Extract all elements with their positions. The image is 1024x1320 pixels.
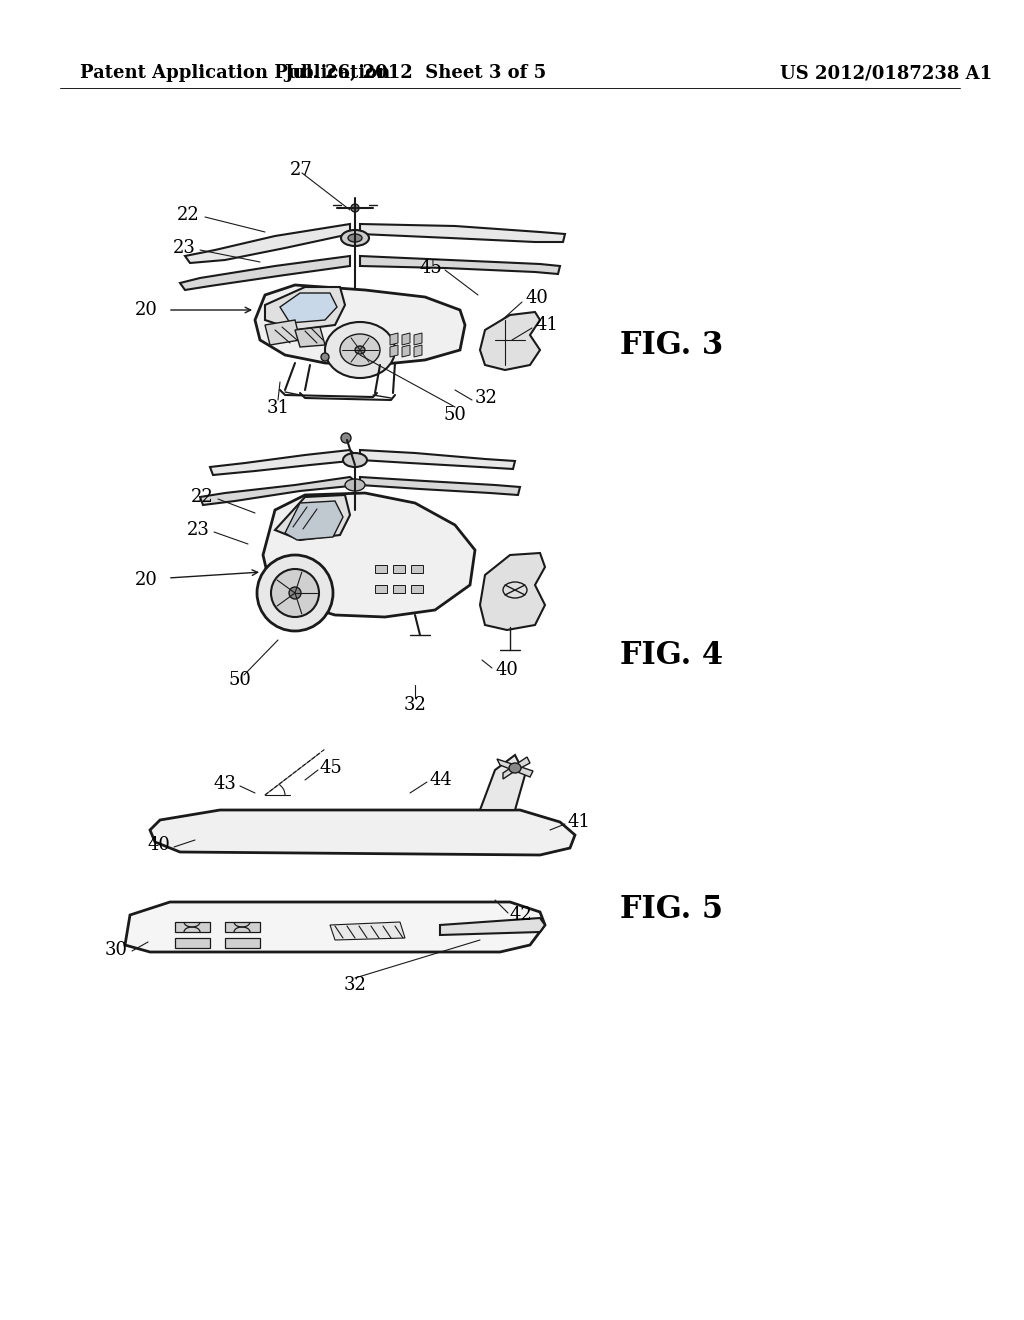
Polygon shape bbox=[180, 256, 350, 290]
Text: 32: 32 bbox=[403, 696, 426, 714]
Polygon shape bbox=[440, 917, 545, 935]
Polygon shape bbox=[411, 565, 423, 573]
Polygon shape bbox=[503, 756, 530, 779]
Polygon shape bbox=[150, 810, 575, 855]
Polygon shape bbox=[330, 921, 406, 940]
Polygon shape bbox=[414, 333, 422, 345]
Ellipse shape bbox=[348, 234, 362, 242]
Polygon shape bbox=[265, 286, 345, 330]
Text: US 2012/0187238 A1: US 2012/0187238 A1 bbox=[780, 63, 992, 82]
Text: 20: 20 bbox=[135, 301, 158, 319]
Polygon shape bbox=[125, 902, 545, 952]
Text: FIG. 4: FIG. 4 bbox=[620, 639, 723, 671]
Polygon shape bbox=[285, 502, 343, 540]
Polygon shape bbox=[414, 345, 422, 356]
Polygon shape bbox=[360, 256, 560, 275]
Ellipse shape bbox=[289, 587, 301, 599]
Ellipse shape bbox=[355, 346, 365, 354]
Text: 44: 44 bbox=[430, 771, 453, 789]
Text: 32: 32 bbox=[344, 975, 367, 994]
Polygon shape bbox=[263, 492, 475, 616]
Text: 23: 23 bbox=[187, 521, 210, 539]
Polygon shape bbox=[390, 345, 398, 356]
Text: 23: 23 bbox=[173, 239, 196, 257]
Text: 42: 42 bbox=[510, 906, 532, 924]
Polygon shape bbox=[265, 319, 300, 345]
Polygon shape bbox=[360, 477, 520, 495]
Text: 45: 45 bbox=[319, 759, 343, 777]
Ellipse shape bbox=[271, 569, 319, 616]
Text: 50: 50 bbox=[228, 671, 252, 689]
Ellipse shape bbox=[340, 334, 380, 366]
Polygon shape bbox=[375, 585, 387, 593]
Ellipse shape bbox=[345, 479, 365, 491]
Polygon shape bbox=[375, 565, 387, 573]
Text: 40: 40 bbox=[147, 836, 170, 854]
Text: FIG. 3: FIG. 3 bbox=[620, 330, 723, 360]
Polygon shape bbox=[200, 477, 360, 506]
Polygon shape bbox=[185, 224, 350, 263]
Text: 40: 40 bbox=[495, 661, 518, 678]
Polygon shape bbox=[210, 450, 360, 475]
Ellipse shape bbox=[351, 205, 359, 213]
Text: 20: 20 bbox=[135, 572, 158, 589]
Polygon shape bbox=[402, 345, 410, 356]
Ellipse shape bbox=[257, 554, 333, 631]
Polygon shape bbox=[402, 333, 410, 345]
Text: Jul. 26, 2012  Sheet 3 of 5: Jul. 26, 2012 Sheet 3 of 5 bbox=[284, 63, 546, 82]
Polygon shape bbox=[295, 327, 325, 347]
Polygon shape bbox=[175, 921, 210, 932]
Polygon shape bbox=[280, 293, 337, 323]
Ellipse shape bbox=[341, 433, 351, 444]
Text: 41: 41 bbox=[568, 813, 591, 832]
Text: FIG. 5: FIG. 5 bbox=[620, 895, 723, 925]
Polygon shape bbox=[225, 921, 260, 932]
Ellipse shape bbox=[509, 763, 521, 774]
Polygon shape bbox=[255, 285, 465, 366]
Text: 22: 22 bbox=[177, 206, 200, 224]
Polygon shape bbox=[275, 495, 350, 540]
Polygon shape bbox=[390, 333, 398, 345]
Polygon shape bbox=[360, 224, 565, 242]
Text: 32: 32 bbox=[475, 389, 498, 407]
Text: 41: 41 bbox=[535, 315, 558, 334]
Text: 30: 30 bbox=[105, 941, 128, 960]
Text: 40: 40 bbox=[525, 289, 548, 308]
Polygon shape bbox=[175, 939, 210, 948]
Polygon shape bbox=[225, 939, 260, 948]
Text: 45: 45 bbox=[419, 259, 442, 277]
Text: 50: 50 bbox=[443, 407, 467, 424]
Polygon shape bbox=[497, 759, 534, 777]
Text: 43: 43 bbox=[213, 775, 236, 793]
Ellipse shape bbox=[321, 352, 329, 360]
Polygon shape bbox=[360, 450, 515, 469]
Polygon shape bbox=[393, 565, 406, 573]
Polygon shape bbox=[411, 585, 423, 593]
Polygon shape bbox=[480, 755, 525, 810]
Polygon shape bbox=[480, 312, 540, 370]
Text: Patent Application Publication: Patent Application Publication bbox=[80, 63, 390, 82]
Polygon shape bbox=[393, 585, 406, 593]
Ellipse shape bbox=[343, 453, 367, 467]
Ellipse shape bbox=[341, 230, 369, 246]
Text: 27: 27 bbox=[290, 161, 312, 180]
Ellipse shape bbox=[325, 322, 395, 378]
Polygon shape bbox=[480, 553, 545, 630]
Text: 31: 31 bbox=[266, 399, 290, 417]
Text: 22: 22 bbox=[191, 488, 214, 506]
